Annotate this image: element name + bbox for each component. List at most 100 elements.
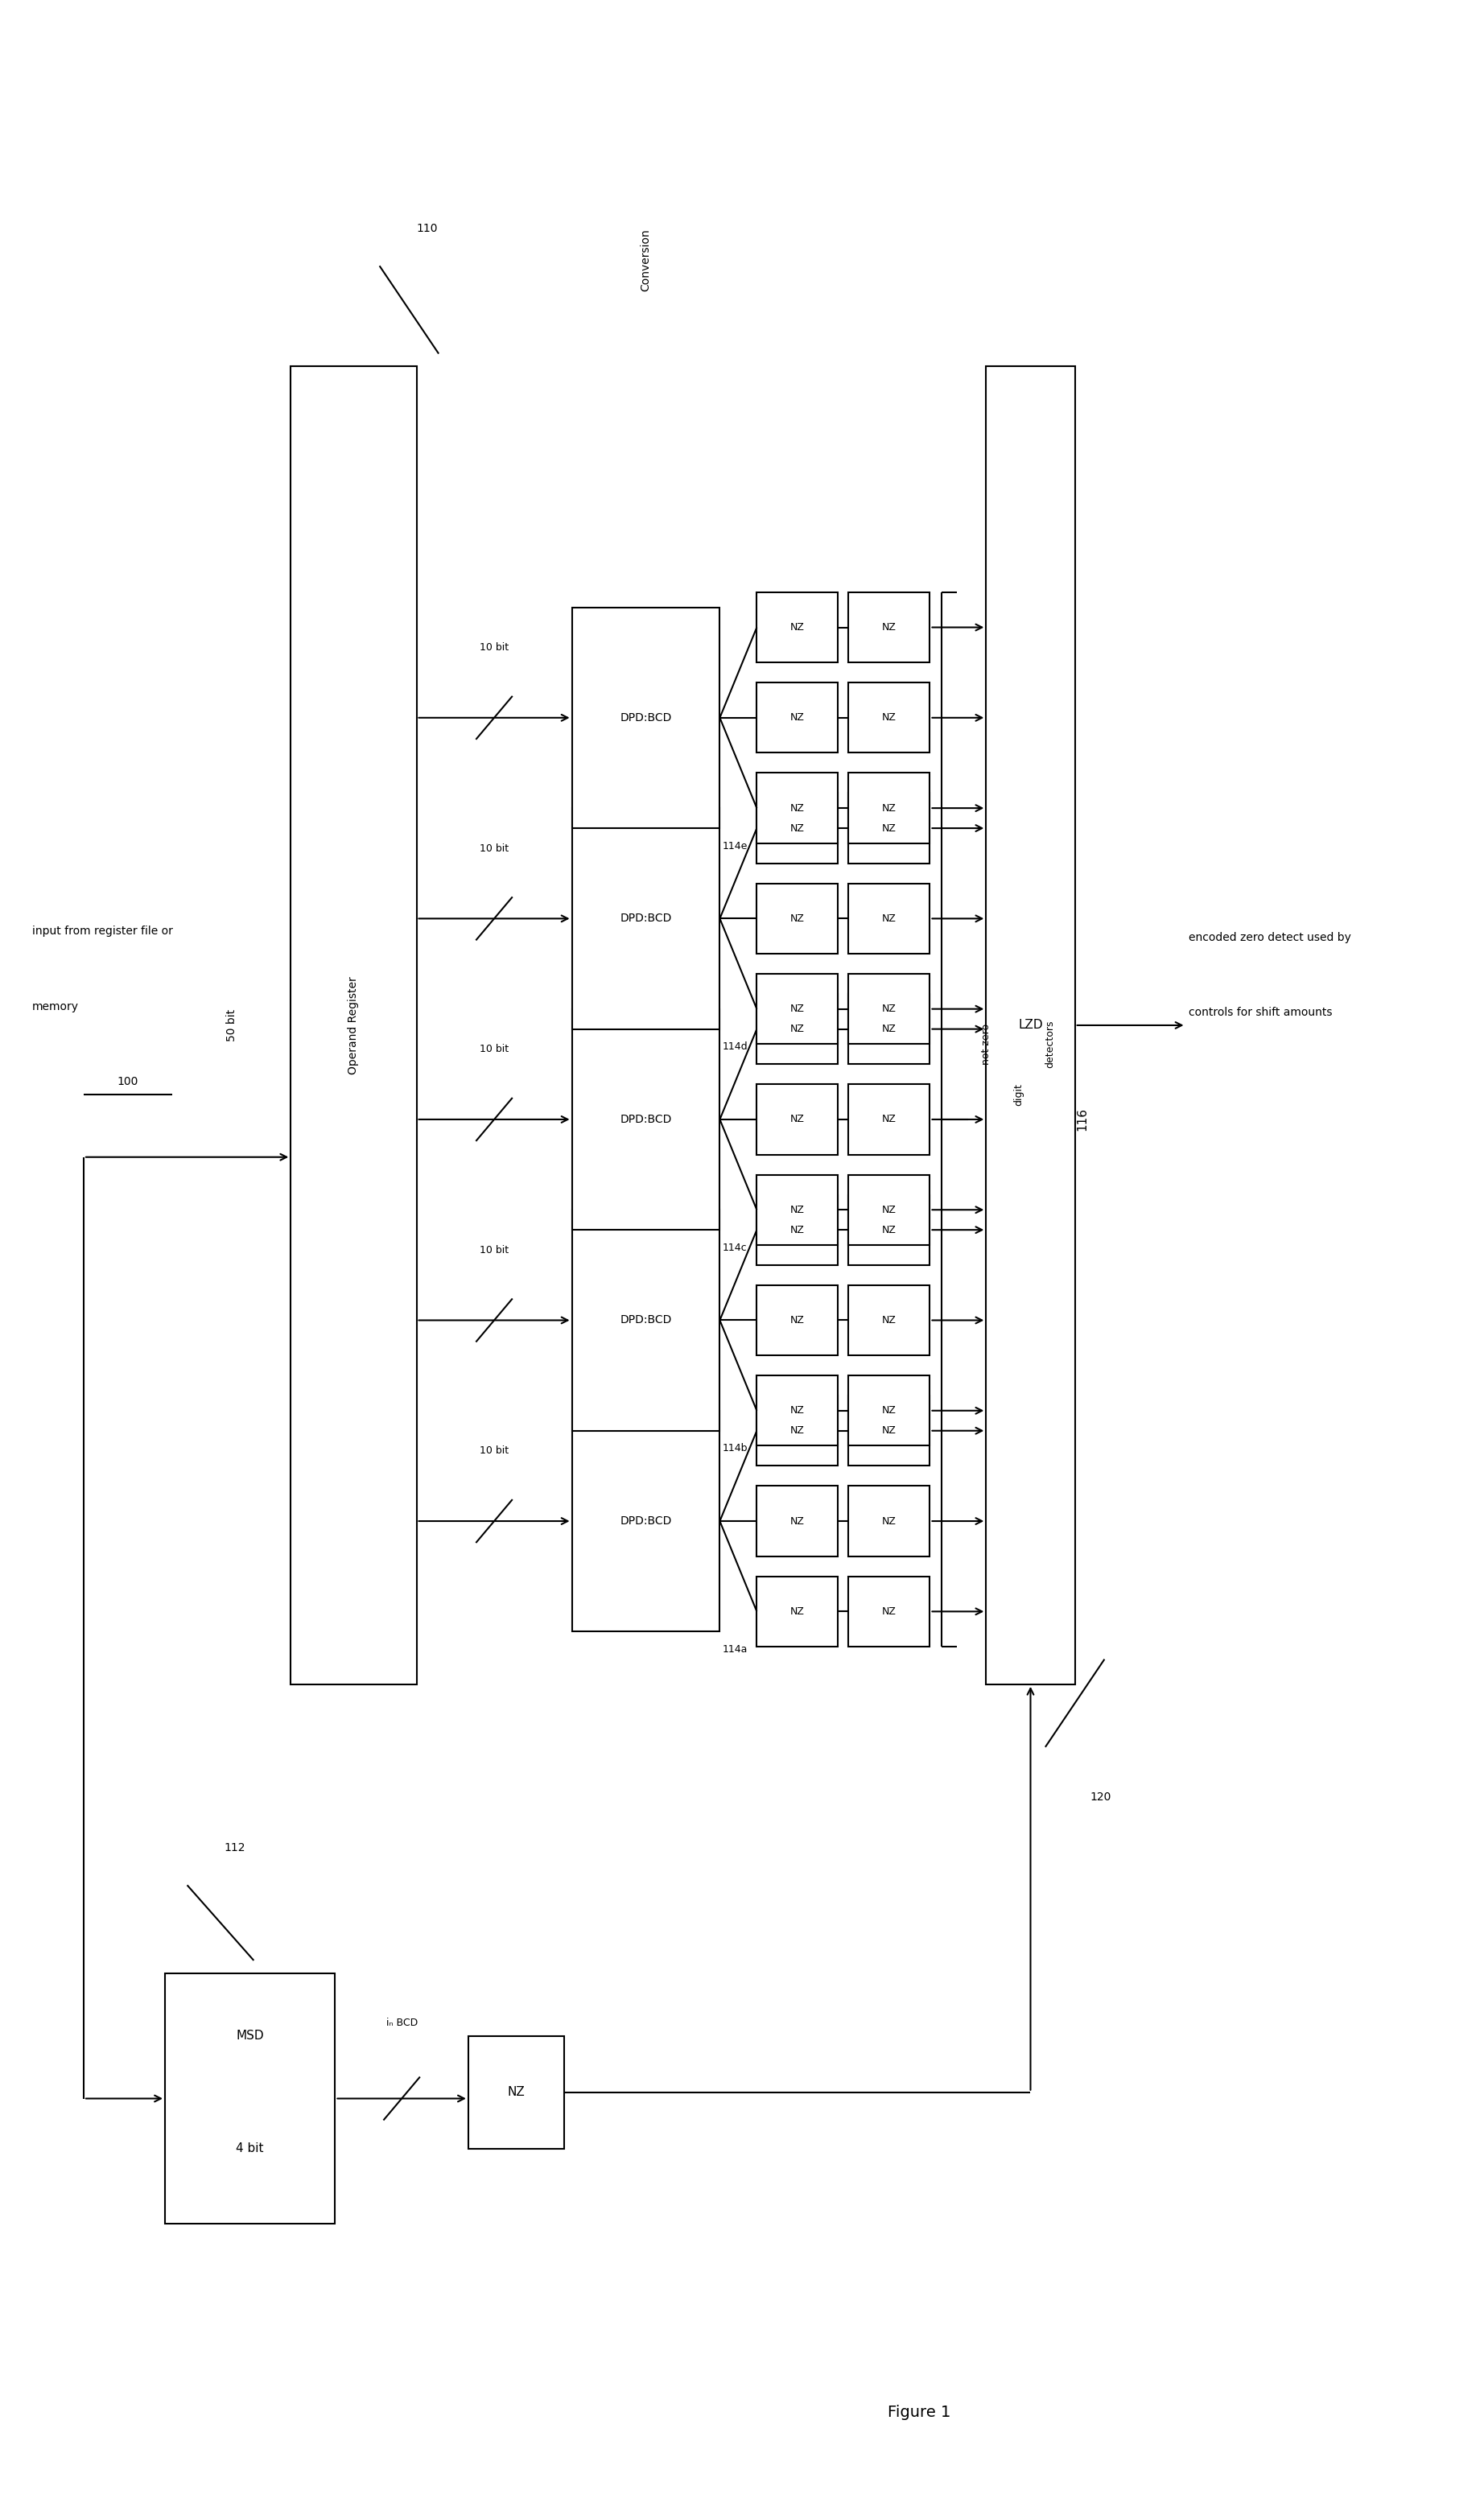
Text: 116: 116: [1076, 1107, 1088, 1132]
Text: NZ: NZ: [791, 1406, 804, 1416]
Text: 114b: 114b: [723, 1444, 748, 1454]
Text: LZD: LZD: [1018, 1019, 1043, 1031]
Text: 114a: 114a: [723, 1645, 748, 1655]
Bar: [571, 1210, 720, 1431]
Text: 10 bit: 10 bit: [479, 1446, 509, 1456]
Text: NZ: NZ: [881, 1406, 896, 1416]
Text: Figure 1: Figure 1: [887, 2404, 951, 2419]
Text: 110: 110: [417, 221, 438, 234]
Bar: [849, 1396, 930, 1466]
Text: NZ: NZ: [881, 1517, 896, 1527]
Text: digit: digit: [1014, 1084, 1024, 1107]
Text: Conversion: Conversion: [640, 229, 651, 292]
Bar: [849, 772, 930, 843]
Text: NZ: NZ: [508, 2087, 525, 2098]
Bar: [571, 807, 720, 1029]
Text: NZ: NZ: [881, 1003, 896, 1014]
Text: NZ: NZ: [791, 822, 804, 832]
Text: NZ: NZ: [791, 802, 804, 812]
Bar: [849, 1577, 930, 1647]
Text: NZ: NZ: [791, 1315, 804, 1325]
Text: NZ: NZ: [791, 1607, 804, 1617]
Text: NZ: NZ: [881, 1225, 896, 1235]
Text: not zero: not zero: [981, 1024, 991, 1064]
Bar: [849, 1084, 930, 1154]
Bar: [757, 1175, 838, 1245]
Bar: [757, 772, 838, 843]
Text: memory: memory: [31, 1001, 79, 1011]
Text: MSD: MSD: [236, 2030, 264, 2042]
Text: 10 bit: 10 bit: [479, 1245, 509, 1255]
Bar: [849, 883, 930, 953]
Bar: [757, 993, 838, 1064]
Bar: [757, 792, 838, 863]
Text: 10 bit: 10 bit: [479, 1044, 509, 1054]
Text: NZ: NZ: [791, 1114, 804, 1124]
Text: detectors: detectors: [1045, 1021, 1055, 1069]
Text: NZ: NZ: [791, 712, 804, 722]
Text: DPD:BCD: DPD:BCD: [620, 712, 672, 724]
Text: NZ: NZ: [791, 1517, 804, 1527]
Text: NZ: NZ: [791, 1426, 804, 1436]
Text: NZ: NZ: [881, 1607, 896, 1617]
Text: controls for shift amounts: controls for shift amounts: [1189, 1006, 1333, 1019]
Text: NZ: NZ: [881, 1114, 896, 1124]
Bar: [757, 591, 838, 661]
Bar: [757, 1084, 838, 1154]
Bar: [757, 1195, 838, 1265]
Text: NZ: NZ: [881, 1024, 896, 1034]
Text: NZ: NZ: [791, 1225, 804, 1235]
Bar: [757, 973, 838, 1044]
Text: DPD:BCD: DPD:BCD: [620, 1315, 672, 1325]
Text: 10 bit: 10 bit: [479, 843, 509, 853]
Bar: [571, 1411, 720, 1632]
Text: NZ: NZ: [791, 1205, 804, 1215]
Text: 114c: 114c: [723, 1242, 748, 1252]
Bar: [849, 792, 930, 863]
Text: NZ: NZ: [791, 621, 804, 634]
Text: encoded zero detect used by: encoded zero detect used by: [1189, 931, 1352, 943]
Bar: [757, 1285, 838, 1356]
Bar: [849, 591, 930, 661]
Bar: [849, 1285, 930, 1356]
Text: 120: 120: [1089, 1791, 1112, 1803]
Text: DPD:BCD: DPD:BCD: [620, 1517, 672, 1527]
Bar: [571, 1009, 720, 1230]
Text: 50 bit: 50 bit: [226, 1009, 237, 1041]
Bar: [757, 883, 838, 953]
Text: Operand Register: Operand Register: [347, 976, 359, 1074]
Text: input from register file or: input from register file or: [31, 926, 172, 936]
Text: DPD:BCD: DPD:BCD: [620, 1114, 672, 1124]
Bar: [849, 1195, 930, 1265]
Bar: [757, 1577, 838, 1647]
Bar: [849, 1376, 930, 1446]
Bar: [849, 1175, 930, 1245]
Bar: [987, 367, 1074, 1685]
Text: 114d: 114d: [723, 1041, 748, 1051]
Bar: [291, 367, 417, 1685]
Text: iₙ BCD: iₙ BCD: [386, 2017, 417, 2030]
Bar: [571, 606, 720, 827]
Bar: [757, 1396, 838, 1466]
Text: NZ: NZ: [881, 1205, 896, 1215]
Bar: [849, 993, 930, 1064]
Text: NZ: NZ: [881, 1426, 896, 1436]
Text: NZ: NZ: [881, 802, 896, 812]
Bar: [469, 2035, 564, 2148]
Text: NZ: NZ: [881, 913, 896, 923]
Text: 4 bit: 4 bit: [236, 2143, 264, 2155]
Bar: [757, 1486, 838, 1557]
Bar: [757, 1376, 838, 1446]
Text: NZ: NZ: [881, 621, 896, 634]
Text: NZ: NZ: [881, 822, 896, 832]
Bar: [849, 973, 930, 1044]
Text: NZ: NZ: [881, 1315, 896, 1325]
Text: NZ: NZ: [791, 1003, 804, 1014]
Text: NZ: NZ: [881, 712, 896, 722]
Text: DPD:BCD: DPD:BCD: [620, 913, 672, 923]
Bar: [849, 1486, 930, 1557]
Text: NZ: NZ: [791, 1024, 804, 1034]
Text: NZ: NZ: [791, 913, 804, 923]
Text: 114e: 114e: [723, 840, 748, 850]
Bar: [165, 1972, 335, 2223]
